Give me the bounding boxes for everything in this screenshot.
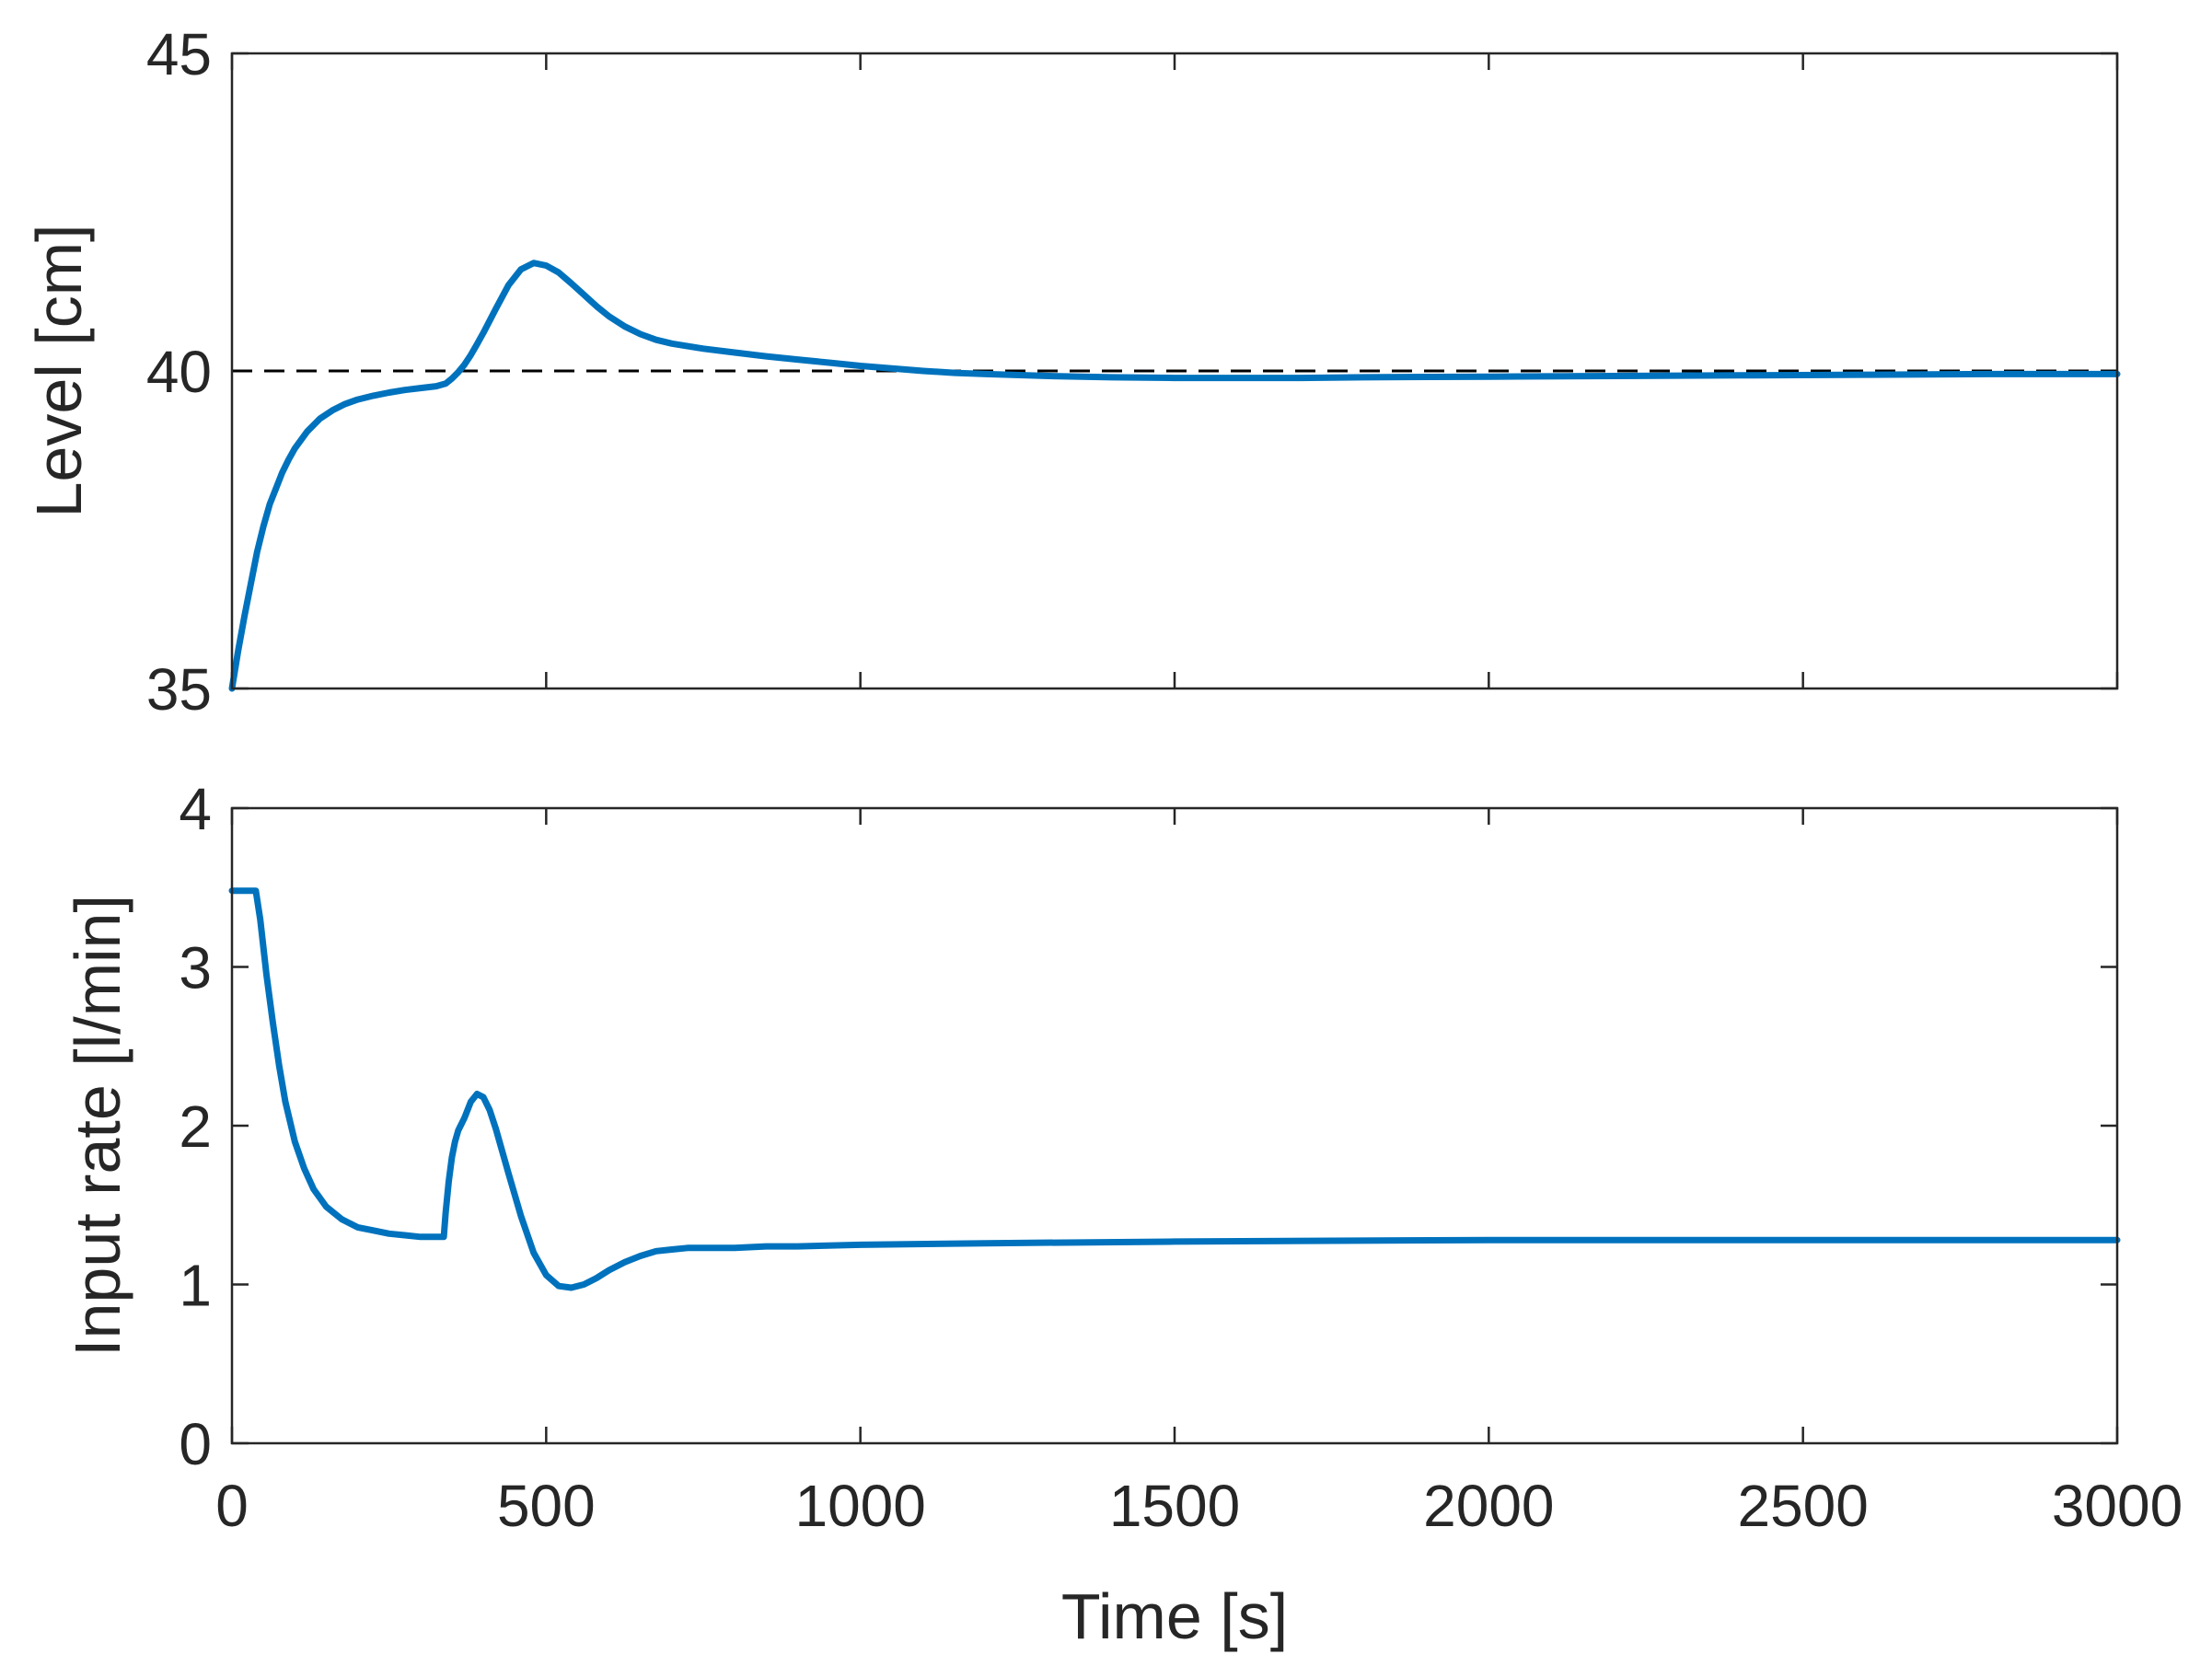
- level-axes-box: [230, 52, 2119, 690]
- level-y-tick-label: 40: [146, 339, 212, 405]
- input-rate-axes-box: [230, 806, 2119, 1445]
- input-rate-x-tick-label: 1500: [1109, 1473, 1240, 1539]
- input-rate-y-tick-label: 3: [179, 935, 212, 1001]
- input-rate-x-tick-label: 3000: [2052, 1473, 2183, 1539]
- level-y-axis-label: Level [cm]: [23, 225, 95, 518]
- input-rate-ticks: [230, 806, 2119, 1445]
- input-rate-y-axis-label: Input rate [l/min]: [62, 895, 133, 1357]
- input-rate-x-tick-label: 1000: [794, 1473, 925, 1539]
- level-y-tick-label: 35: [146, 656, 212, 723]
- input-rate-y-tick-label: 4: [179, 776, 212, 842]
- input-rate-y-tick-label: 2: [179, 1093, 212, 1160]
- input-rate-y-tick-label: 1: [179, 1253, 212, 1319]
- input-rate-x-tick-label: 0: [215, 1473, 249, 1539]
- level-y-tick-label: 45: [146, 21, 212, 87]
- input-rate-y-tick-label: 0: [179, 1411, 212, 1477]
- input-rate-axes: 0 500 1000 1500 2000 2500 3000 0 1 2 3 4 Input rate…: [62, 776, 2183, 1652]
- input-rate-x-tick-label: 2000: [1423, 1473, 1554, 1539]
- input-rate-series-line: [228, 887, 2121, 1291]
- level-series-line: [228, 260, 2121, 692]
- input-rate-x-tick-label: 2500: [1737, 1473, 1868, 1539]
- input-rate-tick-labels: 0 500 1000 1500 2000 2500 3000 0 1 2 3 4: [179, 776, 2183, 1539]
- level-axes: 35 40 45 Level [cm]: [23, 21, 2121, 723]
- level-tick-labels: 35 40 45: [146, 21, 212, 723]
- input-rate-x-tick-label: 500: [497, 1473, 596, 1539]
- x-axis-label: Time [s]: [1061, 1580, 1288, 1652]
